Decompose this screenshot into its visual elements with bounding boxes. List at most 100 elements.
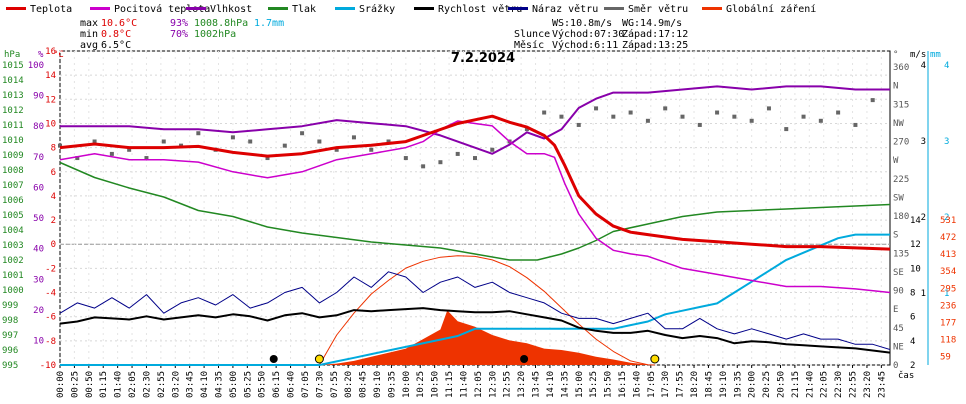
temp-tick: -10 (40, 361, 56, 371)
x-tick-label: 02:55 (157, 371, 167, 398)
x-tick-label: 17:05 (647, 371, 657, 398)
rad-tick: 236 (940, 301, 956, 311)
x-tick-label: 23:20 (863, 371, 873, 398)
hpa-tick: 999 (2, 301, 18, 311)
wind-dir-point (92, 139, 97, 144)
pressure-line (59, 161, 891, 261)
wind-dir-point (766, 106, 771, 111)
pct-tick: 20 (33, 306, 44, 316)
wind-tick: 6 (910, 313, 915, 323)
dir-tick: SW (893, 193, 904, 203)
x-tick-label: 05:25 (243, 371, 253, 398)
legend-label: Směr větru (628, 3, 688, 15)
dir-tick: NW (893, 119, 904, 129)
wind-dir-point (559, 114, 564, 119)
wind-dir-point (351, 135, 356, 140)
x-tick-label: 23:45 (877, 371, 887, 398)
x-tick-label: 09:10 (373, 371, 383, 398)
stat-ws: WS:10.8m/s (552, 18, 612, 29)
x-tick-label: 20:00 (748, 371, 758, 398)
wind-tick: 4 (910, 337, 915, 347)
stat-moon-label: Měsíc (514, 39, 544, 51)
stat-rain: 1.7mm (254, 18, 284, 29)
hpa-tick: 1005 (2, 211, 24, 221)
moonrise-icon (269, 355, 278, 363)
dir-tick: 0 (893, 361, 898, 371)
dir-tick: 45 (893, 324, 904, 334)
temp-tick: 4 (51, 192, 56, 202)
x-tick-label: 03:20 (171, 371, 181, 398)
pct-tick: 50 (33, 214, 44, 224)
dir-tick: E (893, 305, 898, 315)
pct-tick: 80 (33, 122, 44, 132)
wind-dir-point (490, 147, 495, 152)
x-tick-label: 01:15 (99, 371, 109, 398)
dir-tick: 90 (893, 287, 904, 297)
legend-label: Teplota (30, 4, 72, 15)
stat-avg-temp: 6.5°C (101, 40, 131, 51)
x-tick-label: 21:15 (791, 371, 801, 398)
legend-swatch (604, 7, 624, 10)
pct-tick: 90 (33, 92, 44, 102)
x-tick-label: 05:00 (229, 371, 239, 398)
humidity-line (60, 85, 890, 155)
wind-dir-point (749, 118, 754, 123)
wind-dir-point (542, 110, 547, 115)
stat-min-hum: 70% (170, 29, 188, 40)
x-tick-label: 06:40 (287, 371, 297, 398)
x-tick-label: 15:00 (575, 371, 585, 398)
temp-tick: 14 (45, 71, 56, 81)
x-tick-label: 00:50 (85, 371, 95, 398)
dir-tick: NE (893, 342, 904, 352)
x-tick-label: 07:05 (301, 371, 311, 398)
wind-dir-point (161, 139, 166, 144)
x-tick-label: 15:50 (604, 371, 614, 398)
x-tick-label: 06:15 (272, 371, 282, 398)
legend-label: Globální záření (726, 3, 816, 15)
hpa-tick: 1002 (2, 256, 24, 266)
legend-label: Vlhkost (210, 4, 252, 15)
x-tick-label: 20:25 (762, 371, 772, 398)
x-tick-label: 18:45 (704, 371, 714, 398)
wind-dir-point (230, 135, 235, 140)
x-tick-label: 08:20 (344, 371, 354, 398)
wind-dir-point (715, 110, 720, 115)
hpa-tick: 1006 (2, 196, 24, 206)
wind-dir-point (334, 147, 339, 152)
stat-moonrise: Východ:6:11 (552, 39, 618, 51)
hpa-tick: 998 (2, 316, 18, 326)
dir-tick: W (893, 156, 899, 166)
x-tick-label: 16:40 (632, 371, 642, 398)
temp-tick: 2 (51, 216, 56, 226)
rad-tick: 118 (940, 335, 956, 345)
stat-max-hum: 93% (170, 18, 188, 29)
stat-sunrise: Východ:07:30 (552, 28, 624, 40)
wind-speed-line (59, 307, 891, 354)
wind-dir-point (196, 131, 201, 136)
x-tick-label: 12:30 (488, 371, 498, 398)
x-tick-label: 07:30 (315, 371, 325, 398)
wind-dir-point (818, 118, 823, 123)
stat-moonset: Západ:13:25 (622, 39, 688, 51)
wind-dir-point (853, 122, 858, 127)
wind-dir-point (732, 114, 737, 119)
wind-dir-point (680, 114, 685, 119)
stats-block: max 10.6°C 93% 1008.8hPa 1.7mm min 0.8°C… (80, 18, 688, 51)
hpa-tick: 995 (2, 361, 18, 371)
hpa-tick: 1013 (2, 91, 24, 101)
stat-sunset: Západ:17:12 (622, 28, 688, 40)
temperature-line (59, 114, 891, 251)
wind-dir-point (300, 131, 305, 136)
mm-tick: 4 (944, 61, 949, 71)
x-tick-label: 16:15 (618, 371, 628, 398)
temp-tick: 0 (51, 240, 56, 250)
degc-unit: °C (53, 50, 64, 60)
dir-tick: S (893, 231, 898, 241)
wind-dir-point (75, 156, 80, 161)
stat-avg-label: avg (80, 40, 98, 51)
x-tick-label: 13:45 (532, 371, 542, 398)
temp-tick: -6 (45, 313, 56, 323)
wind-dir-point (248, 139, 253, 144)
wind-dir-point (473, 156, 477, 161)
